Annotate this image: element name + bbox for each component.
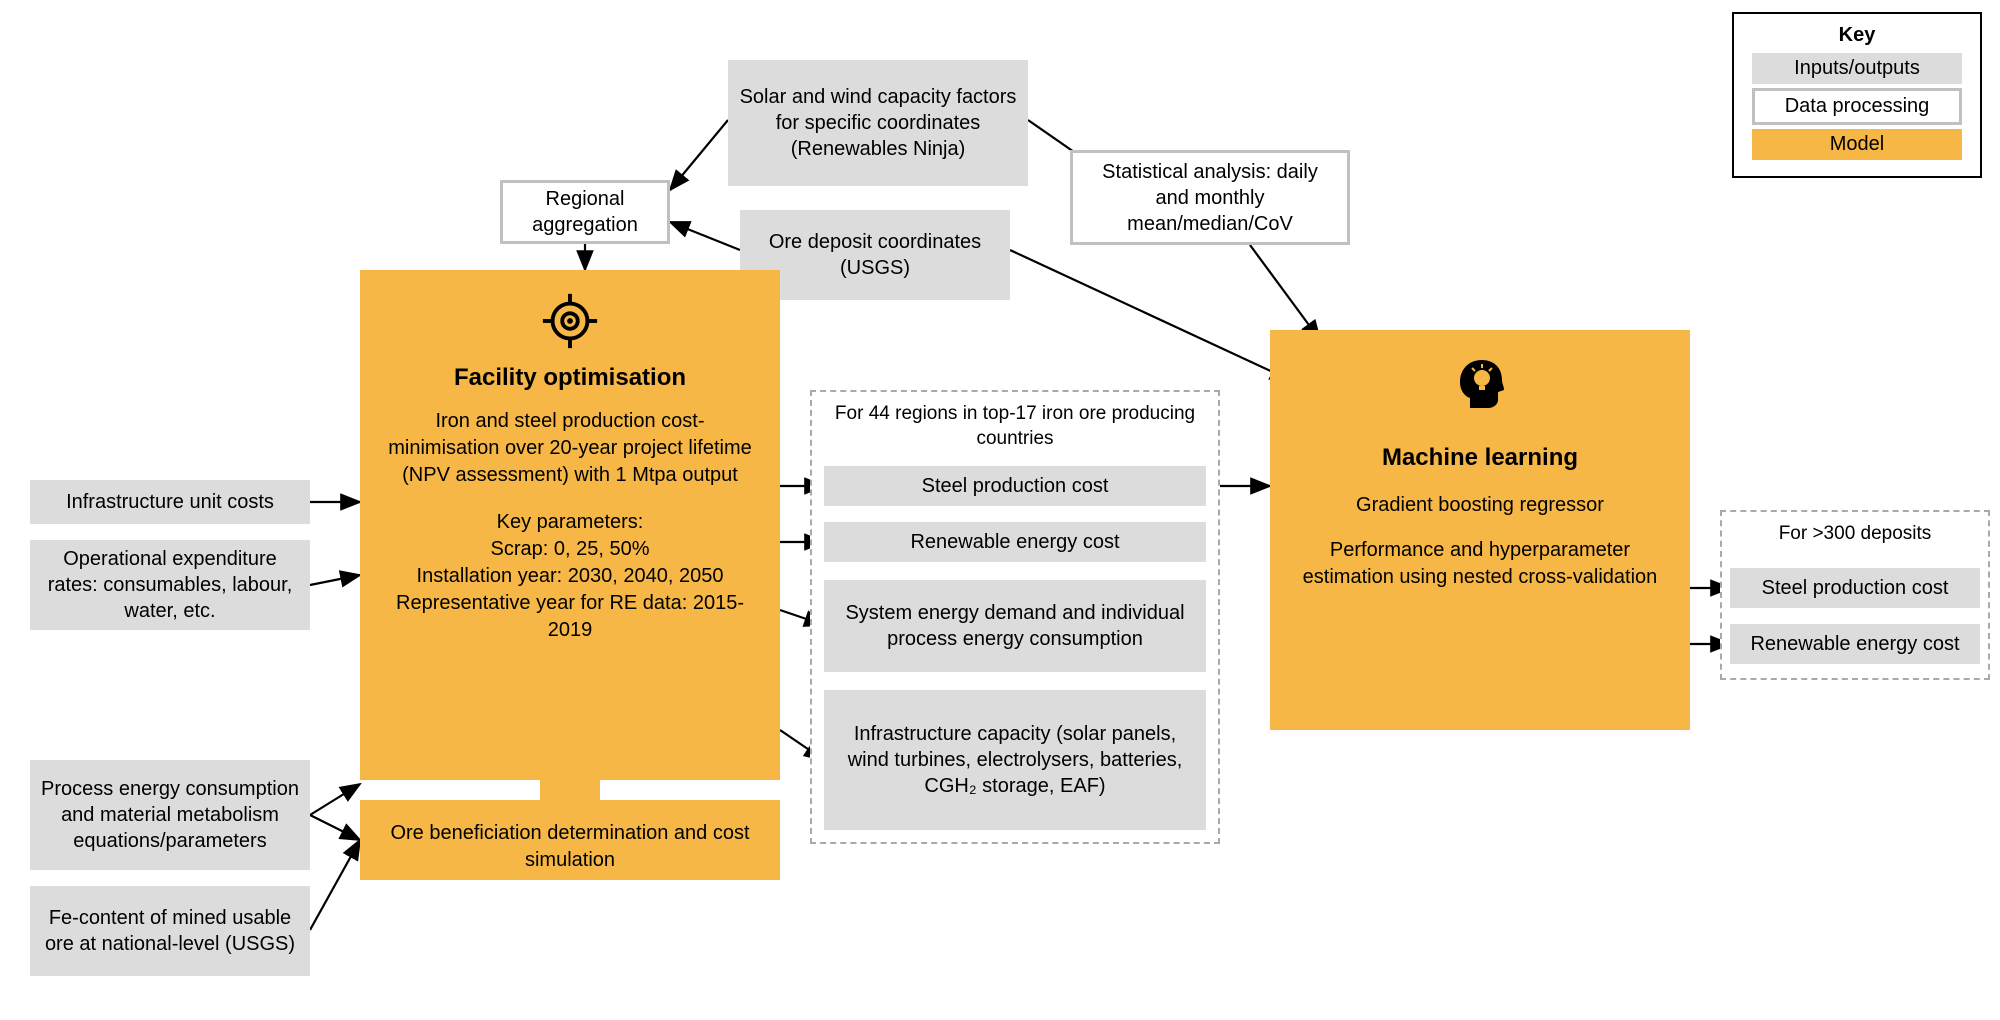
- ml-validation-line: Performance and hyperparameter estimatio…: [1294, 537, 1666, 591]
- legend-item-model: Model: [1752, 129, 1962, 160]
- target-icon: [539, 290, 601, 352]
- output-steel-cost-regions: Steel production cost: [824, 466, 1206, 506]
- input-opex-rates: Operational expenditure rates: consumabl…: [30, 540, 310, 630]
- processing-statistical-analysis: Statistical analysis: daily and monthly …: [1070, 150, 1350, 245]
- facility-scrap-line: Scrap: 0, 25, 50%: [384, 536, 756, 563]
- facility-install-year-line: Installation year: 2030, 2040, 2050: [384, 563, 756, 590]
- output-steel-cost-deposits: Steel production cost: [1730, 568, 1980, 608]
- model-connector: [540, 780, 600, 800]
- model-ore-beneficiation: Ore beneficiation determination and cost…: [360, 800, 780, 880]
- group-300-deposits-label: For >300 deposits: [1734, 522, 1976, 547]
- input-solar-wind-capacity: Solar and wind capacity factors for spec…: [728, 60, 1028, 186]
- model-machine-learning: Machine learning Gradient boosting regre…: [1270, 330, 1690, 730]
- diagram-canvas: Key Inputs/outputs Data processing Model…: [0, 0, 2000, 1020]
- legend-item-inputs: Inputs/outputs: [1752, 53, 1962, 84]
- facility-title: Facility optimisation: [384, 362, 756, 394]
- ml-title: Machine learning: [1294, 442, 1666, 474]
- output-re-cost-deposits: Renewable energy cost: [1730, 624, 1980, 664]
- output-infrastructure-capacity: Infrastructure capacity (solar panels, w…: [824, 690, 1206, 830]
- output-system-energy: System energy demand and individual proc…: [824, 580, 1206, 672]
- input-ore-deposit-coordinates: Ore deposit coordinates (USGS): [740, 210, 1010, 300]
- input-fe-content: Fe-content of mined usable ore at nation…: [30, 886, 310, 976]
- legend-item-processing: Data processing: [1752, 88, 1962, 125]
- model-facility-optimisation: Facility optimisation Iron and steel pro…: [360, 270, 780, 780]
- facility-re-year-line: Representative year for RE data: 2015-20…: [384, 590, 756, 644]
- facility-paragraph-1: Iron and steel production cost-minimisat…: [384, 408, 756, 489]
- legend-box: Key Inputs/outputs Data processing Model: [1732, 12, 1982, 178]
- input-process-energy: Process energy consumption and material …: [30, 760, 310, 870]
- head-idea-icon: [1448, 350, 1512, 414]
- ml-regressor-line: Gradient boosting regressor: [1294, 492, 1666, 519]
- legend-title: Key: [1746, 24, 1968, 47]
- processing-regional-aggregation: Regional aggregation: [500, 180, 670, 244]
- group-44-regions-label: For 44 regions in top-17 iron ore produc…: [824, 402, 1206, 451]
- output-re-cost-regions: Renewable energy cost: [824, 522, 1206, 562]
- facility-key-parameters-label: Key parameters:: [384, 509, 756, 536]
- ore-beneficiation-label: Ore beneficiation determination and cost…: [390, 822, 749, 871]
- input-infrastructure-costs: Infrastructure unit costs: [30, 480, 310, 524]
